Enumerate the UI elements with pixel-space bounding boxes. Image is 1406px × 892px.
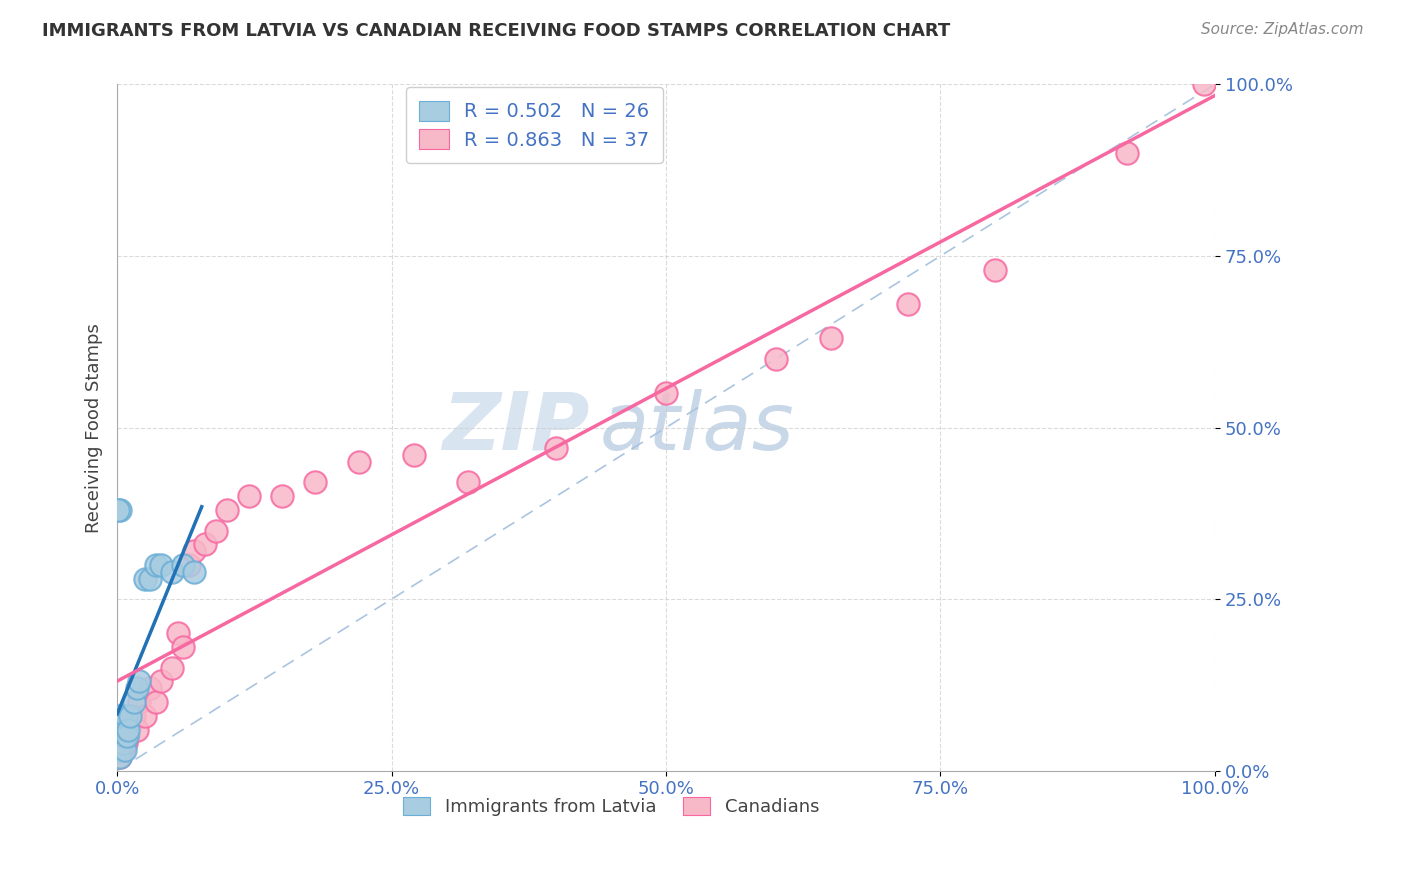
Point	[139, 572, 162, 586]
Point	[145, 695, 167, 709]
Point	[122, 695, 145, 709]
Point	[110, 503, 132, 517]
Point	[112, 730, 135, 744]
Point	[117, 730, 139, 744]
Point	[984, 262, 1007, 277]
Point	[107, 503, 129, 517]
Y-axis label: Receiving Food Stamps: Receiving Food Stamps	[86, 323, 103, 533]
Point	[347, 455, 370, 469]
Point	[896, 297, 918, 311]
Point	[145, 558, 167, 572]
Point	[765, 351, 787, 366]
Point	[457, 475, 479, 490]
Point	[134, 708, 156, 723]
Point	[120, 708, 142, 723]
Point	[128, 674, 150, 689]
Point	[110, 723, 132, 737]
Point	[125, 723, 148, 737]
Point	[160, 661, 183, 675]
Point	[115, 730, 138, 744]
Point	[128, 695, 150, 709]
Point	[115, 708, 138, 723]
Point	[117, 723, 139, 737]
Point	[115, 736, 138, 750]
Point	[111, 743, 134, 757]
Point	[108, 736, 131, 750]
Point	[1192, 78, 1215, 92]
Point	[120, 715, 142, 730]
Point	[134, 572, 156, 586]
Point	[108, 708, 131, 723]
Point	[122, 708, 145, 723]
Point	[183, 544, 205, 558]
Point	[114, 743, 136, 757]
Point	[215, 503, 238, 517]
Point	[160, 565, 183, 579]
Point	[110, 750, 132, 764]
Text: atlas: atlas	[600, 389, 794, 467]
Legend: Immigrants from Latvia, Canadians: Immigrants from Latvia, Canadians	[396, 789, 827, 823]
Point	[304, 475, 326, 490]
Text: Source: ZipAtlas.com: Source: ZipAtlas.com	[1201, 22, 1364, 37]
Point	[655, 386, 678, 401]
Point	[150, 674, 173, 689]
Point	[110, 750, 132, 764]
Point	[150, 558, 173, 572]
Point	[194, 537, 217, 551]
Text: IMMIGRANTS FROM LATVIA VS CANADIAN RECEIVING FOOD STAMPS CORRELATION CHART: IMMIGRANTS FROM LATVIA VS CANADIAN RECEI…	[42, 22, 950, 40]
Point	[111, 736, 134, 750]
Point	[820, 331, 842, 345]
Point	[125, 681, 148, 696]
Point	[112, 723, 135, 737]
Point	[546, 441, 568, 455]
Point	[1116, 146, 1139, 161]
Point	[107, 730, 129, 744]
Point	[111, 715, 134, 730]
Point	[172, 558, 194, 572]
Point	[166, 626, 188, 640]
Point	[402, 448, 425, 462]
Point	[172, 640, 194, 655]
Point	[183, 565, 205, 579]
Point	[205, 524, 228, 538]
Point	[108, 743, 131, 757]
Point	[139, 681, 162, 696]
Point	[270, 489, 292, 503]
Point	[238, 489, 260, 503]
Point	[177, 558, 200, 572]
Point	[110, 730, 132, 744]
Text: ZIP: ZIP	[441, 389, 589, 467]
Point	[110, 736, 132, 750]
